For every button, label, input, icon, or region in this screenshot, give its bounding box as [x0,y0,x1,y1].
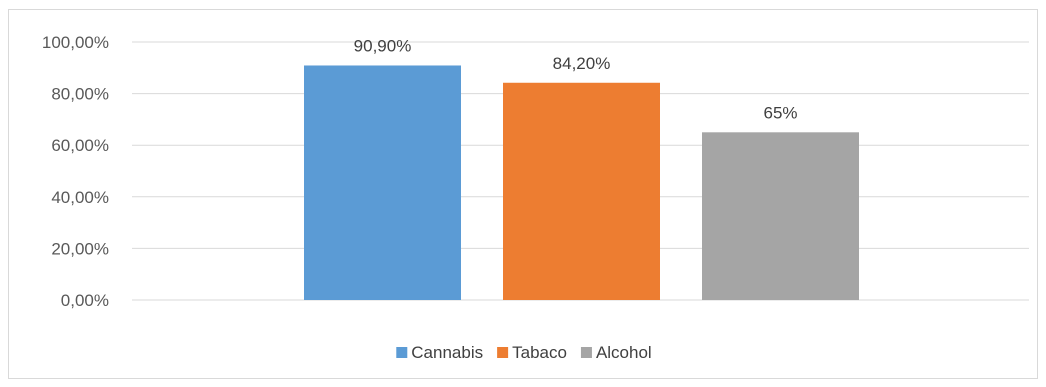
y-tick-label: 0,00% [61,291,109,310]
y-tick-label: 60,00% [51,136,109,155]
bar-tabaco [503,82,660,300]
legend-item-tabaco: Tabaco [497,343,567,362]
bar-alcohol [702,132,859,300]
data-label-alcohol: 65% [763,103,797,122]
data-label-cannabis: 90,90% [354,36,412,55]
legend-swatch [396,347,408,358]
legend-item-cannabis: Cannabis [396,343,483,362]
y-tick-label: 100,00% [42,33,109,52]
legend-label: Tabaco [512,343,567,362]
data-labels: 90,90% 84,20% 65% [354,36,798,122]
y-axis-tick-labels: 0,00% 20,00% 40,00% 60,00% 80,00% 100,00% [42,33,109,310]
legend-label: Alcohol [596,343,652,362]
y-tick-label: 80,00% [51,85,109,104]
legend-swatch [580,347,592,358]
legend-label: Cannabis [411,343,483,362]
bars [304,65,859,300]
chart-container: 0,00% 20,00% 40,00% 60,00% 80,00% 100,00% 90,… [8,9,1038,379]
legend-swatch [497,347,509,358]
legend-item-alcohol: Alcohol [580,343,652,362]
y-tick-label: 20,00% [51,239,109,258]
data-label-tabaco: 84,20% [553,54,611,73]
bar-chart: 0,00% 20,00% 40,00% 60,00% 80,00% 100,00% 90,… [42,33,1029,362]
legend: Cannabis Tabaco Alcohol [396,343,652,362]
y-tick-label: 40,00% [51,188,109,207]
bar-cannabis [304,65,461,300]
